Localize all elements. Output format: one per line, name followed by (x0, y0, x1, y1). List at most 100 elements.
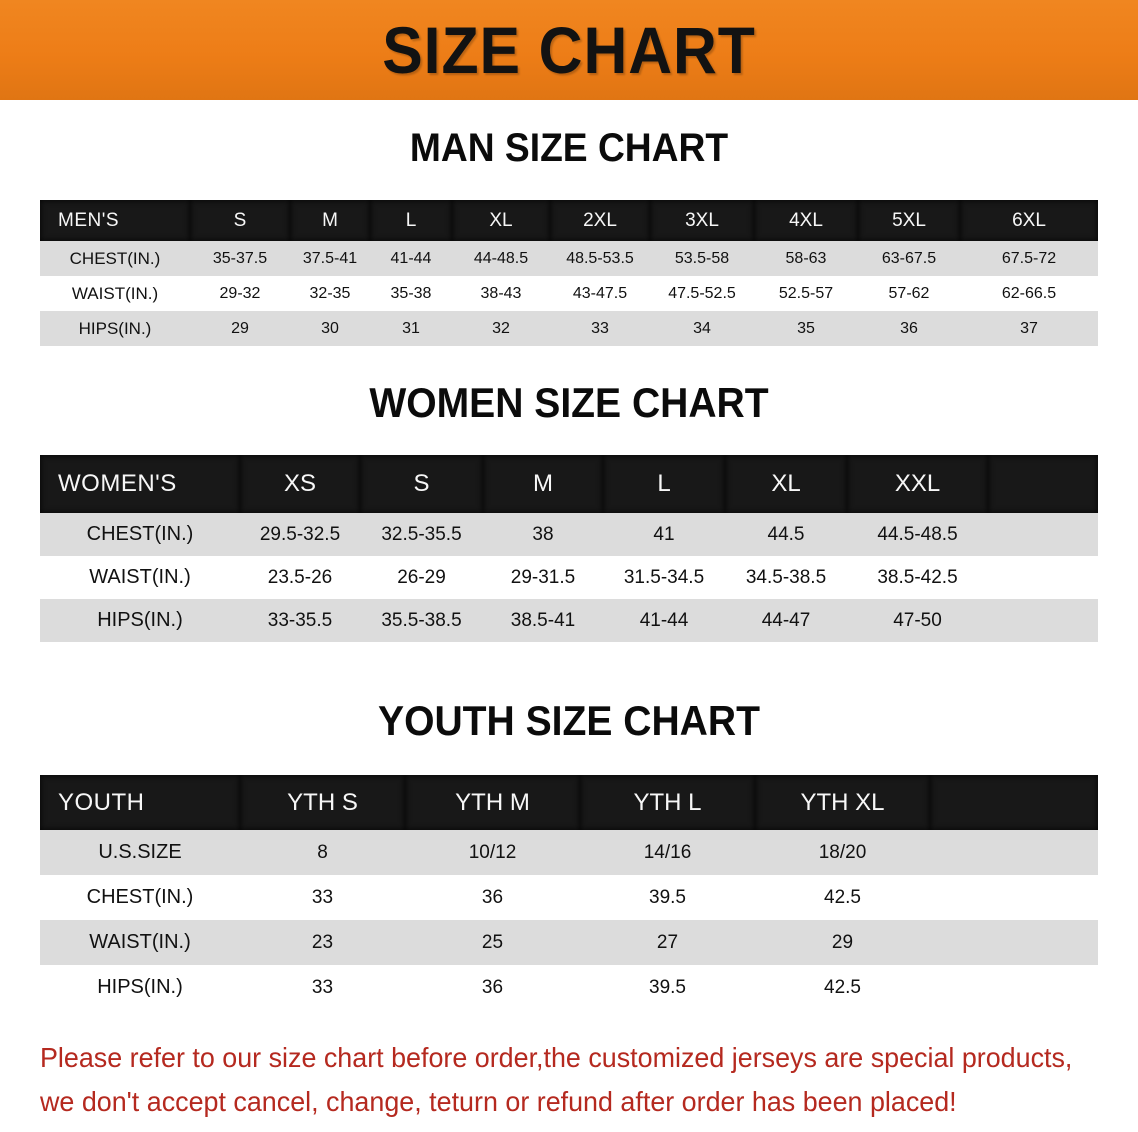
table-row: CHEST(IN.) 35-37.5 37.5-41 41-44 44-48.5… (40, 241, 1098, 276)
men-col-header-s: S (190, 200, 290, 241)
men-cell-chest-s: 35-37.5 (212, 249, 268, 267)
women-row-label-hips: HIPS(IN.) (97, 609, 183, 631)
men-cell-waist-5xl: 57-62 (888, 284, 930, 302)
women-col-header-xl: XL (725, 455, 847, 513)
men-row-label-chest: CHEST(IN.) (69, 248, 161, 268)
youth-cell-chest-spacer (930, 875, 1098, 920)
men-cell-waist-l: 35-38 (390, 284, 432, 302)
women-cell-waist-xs: 23.5-26 (267, 566, 333, 588)
women-cell-chest-m: 38 (532, 523, 554, 545)
youth-cell-hips-spacer (930, 965, 1098, 1010)
youth-cell-hips-yth-m: 36 (481, 976, 504, 998)
women-cell-waist-m: 29-31.5 (510, 566, 576, 588)
men-cell-hips-6xl: 37 (1020, 319, 1038, 337)
youth-corner-label: YOUTH (40, 775, 240, 830)
women-row-label-chest: CHEST(IN.) (86, 523, 194, 545)
women-cell-chest-xxl: 44.5-48.5 (877, 523, 958, 545)
men-cell-hips-3xl: 34 (693, 319, 711, 337)
men-row-label-hips: HIPS(IN.) (78, 318, 152, 338)
youth-cell-ussize-yth-m: 10/12 (468, 841, 517, 863)
table-row: WAIST(IN.) 23.5-26 26-29 29-31.5 31.5-34… (40, 556, 1098, 599)
men-cell-chest-5xl: 63-67.5 (881, 249, 937, 267)
men-col-header-xl: XL (452, 200, 550, 241)
youth-cell-hips-yth-xl: 42.5 (824, 976, 861, 998)
women-cell-waist-spacer (988, 556, 1098, 599)
man-section-title: MAN SIZE CHART (409, 126, 729, 170)
women-cell-chest-s: 32.5-35.5 (381, 523, 462, 545)
men-cell-waist-s: 29-32 (219, 284, 261, 302)
men-cell-chest-4xl: 58-63 (785, 249, 827, 267)
youth-cell-waist-yth-l: 27 (656, 931, 679, 953)
women-table-header-row: WOMEN'S XS S M L XL XXL (40, 455, 1098, 513)
women-cell-hips-spacer (988, 599, 1098, 642)
youth-row-label-hips: HIPS(IN.) (97, 976, 183, 998)
women-col-header-xs: XS (240, 455, 360, 513)
men-cell-chest-3xl: 53.5-58 (674, 249, 730, 267)
youth-cell-ussize-yth-l: 14/16 (643, 841, 692, 863)
table-row: CHEST(IN.) 33 36 39.5 42.5 (40, 875, 1098, 920)
men-col-header-2xl: 2XL (550, 200, 650, 241)
youth-row-label-ussize: U.S.SIZE (98, 841, 182, 863)
men-table-header-row: MEN'S S M L XL 2XL 3XL 4XL 5XL 6XL (40, 200, 1098, 241)
men-cell-chest-l: 41-44 (390, 249, 432, 267)
women-cell-chest-l: 41 (653, 523, 675, 545)
men-cell-chest-xl: 44-48.5 (473, 249, 529, 267)
youth-cell-chest-yth-m: 36 (481, 886, 504, 908)
youth-col-header-spacer (930, 775, 1098, 830)
youth-row-label-chest: CHEST(IN.) (86, 886, 194, 908)
table-row: HIPS(IN.) 33 36 39.5 42.5 (40, 965, 1098, 1010)
men-cell-hips-l: 31 (402, 319, 420, 337)
page-banner: SIZE CHART (0, 0, 1138, 100)
women-col-header-s: S (360, 455, 483, 513)
youth-col-header-yth-xl: YTH XL (755, 775, 930, 830)
women-cell-hips-xxl: 47-50 (893, 609, 942, 631)
men-cell-hips-5xl: 36 (900, 319, 918, 337)
women-corner-label: WOMEN'S (40, 455, 240, 513)
youth-col-header-yth-m: YTH M (405, 775, 580, 830)
youth-cell-waist-yth-m: 25 (481, 931, 504, 953)
disclaimer-text: Please refer to our size chart before or… (40, 1036, 1073, 1124)
table-row: WAIST(IN.) 29-32 32-35 35-38 38-43 43-47… (40, 276, 1098, 311)
youth-cell-waist-spacer (930, 920, 1098, 965)
youth-table-header-row: YOUTH YTH S YTH M YTH L YTH XL (40, 775, 1098, 830)
youth-cell-chest-yth-s: 33 (311, 886, 334, 908)
men-cell-hips-s: 29 (231, 319, 249, 337)
disclaimer-line-2: we don't accept cancel, change, teturn o… (40, 1086, 957, 1117)
men-cell-hips-4xl: 35 (797, 319, 815, 337)
women-col-header-m: M (483, 455, 603, 513)
women-cell-hips-xl: 44-47 (761, 609, 811, 631)
youth-cell-ussize-yth-xl: 18/20 (818, 841, 867, 863)
youth-size-table: YOUTH YTH S YTH M YTH L YTH XL U.S.SIZE … (40, 775, 1098, 1010)
men-cell-hips-xl: 32 (492, 319, 510, 337)
table-row: WAIST(IN.) 23 25 27 29 (40, 920, 1098, 965)
men-cell-chest-m: 37.5-41 (302, 249, 358, 267)
women-cell-hips-l: 41-44 (639, 609, 689, 631)
table-row: U.S.SIZE 8 10/12 14/16 18/20 (40, 830, 1098, 875)
disclaimer-line-1: Please refer to our size chart before or… (40, 1042, 1073, 1073)
women-cell-waist-s: 26-29 (397, 566, 446, 588)
women-cell-hips-m: 38.5-41 (510, 609, 576, 631)
men-cell-waist-m: 32-35 (309, 284, 351, 302)
women-size-table: WOMEN'S XS S M L XL XXL CHEST(IN.) 29.5-… (40, 455, 1098, 642)
men-col-header-6xl: 6XL (960, 200, 1098, 241)
women-cell-chest-spacer (988, 513, 1098, 556)
page-title: SIZE CHART (382, 13, 756, 87)
women-col-header-l: L (603, 455, 725, 513)
men-col-header-m: M (290, 200, 370, 241)
youth-col-header-yth-s: YTH S (240, 775, 405, 830)
women-cell-chest-xl: 44.5 (767, 523, 805, 545)
men-cell-waist-2xl: 43-47.5 (572, 284, 628, 302)
table-row: CHEST(IN.) 29.5-32.5 32.5-35.5 38 41 44.… (40, 513, 1098, 556)
men-col-header-l: L (370, 200, 452, 241)
youth-cell-hips-yth-l: 39.5 (649, 976, 686, 998)
men-cell-chest-2xl: 48.5-53.5 (566, 249, 634, 267)
men-corner-label: MEN'S (40, 200, 190, 241)
men-cell-waist-3xl: 47.5-52.5 (668, 284, 736, 302)
youth-cell-ussize-spacer (930, 830, 1098, 875)
youth-cell-hips-yth-s: 33 (311, 976, 334, 998)
youth-section-title: YOUTH SIZE CHART (378, 697, 760, 744)
women-row-label-waist: WAIST(IN.) (89, 566, 191, 588)
women-cell-waist-l: 31.5-34.5 (623, 566, 705, 588)
men-col-header-4xl: 4XL (754, 200, 858, 241)
women-col-header-xxl: XXL (847, 455, 988, 513)
